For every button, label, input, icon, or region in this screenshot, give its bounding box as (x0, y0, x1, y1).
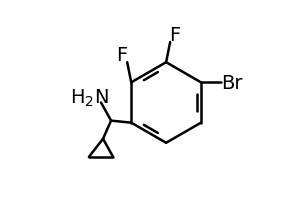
Text: Br: Br (221, 74, 243, 92)
Text: F: F (169, 25, 181, 44)
Text: H$_2$N: H$_2$N (70, 87, 108, 109)
Text: F: F (116, 46, 128, 64)
